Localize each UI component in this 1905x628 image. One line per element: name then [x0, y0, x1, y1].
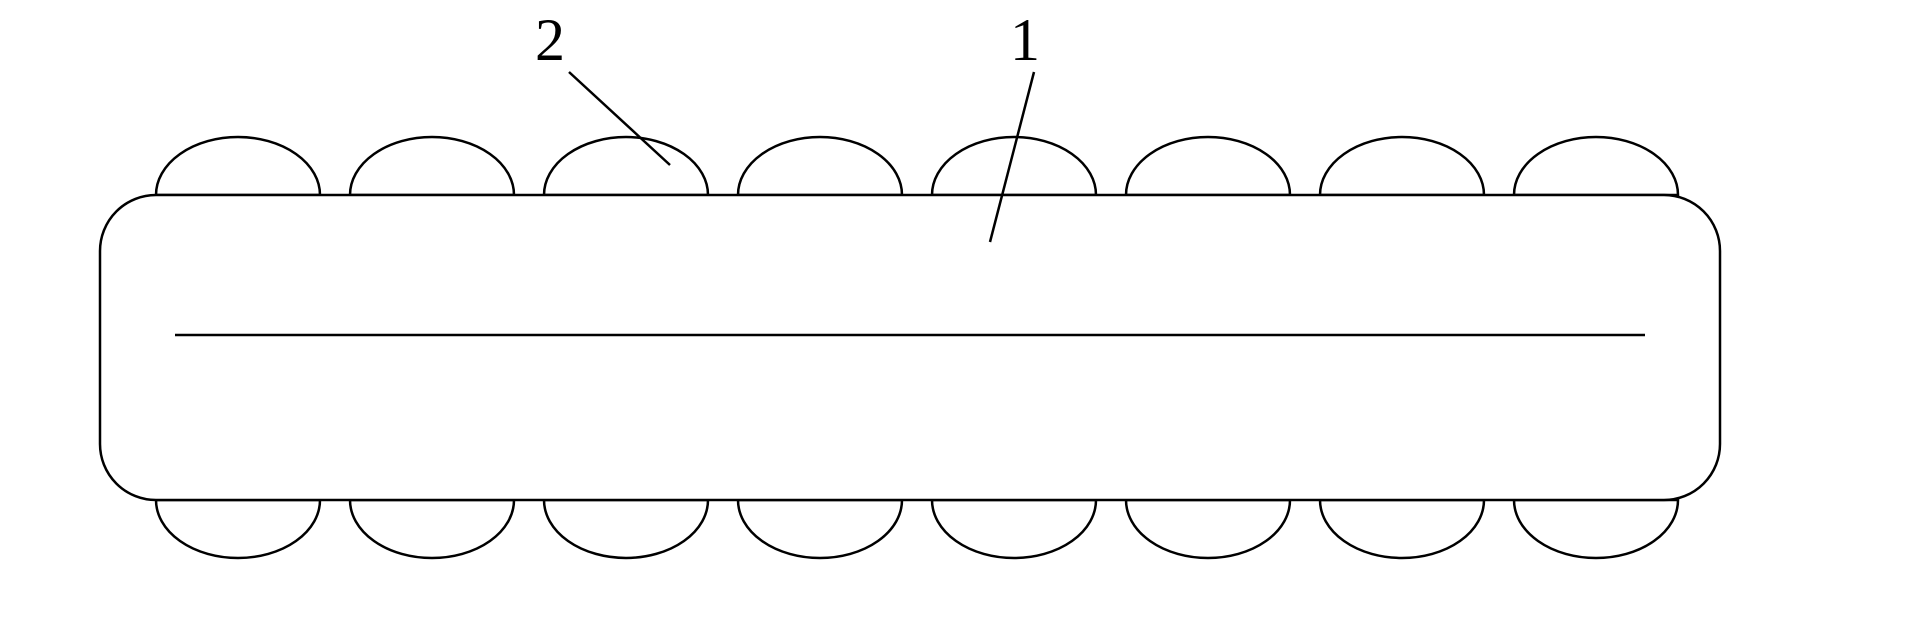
bump-top [1514, 137, 1678, 195]
bump-top [350, 137, 514, 195]
bump-bottom [932, 500, 1096, 558]
bump-bottom [1514, 500, 1678, 558]
technical-diagram: 21 [0, 0, 1905, 628]
bump-bottom [1320, 500, 1484, 558]
bump-bottom [544, 500, 708, 558]
bump-bottom [1126, 500, 1290, 558]
bump-bottom [156, 500, 320, 558]
bump-top [738, 137, 902, 195]
main-body [100, 195, 1720, 500]
callout-label-1: 1 [1010, 7, 1040, 73]
bump-top [156, 137, 320, 195]
bump-top [1320, 137, 1484, 195]
callout-label-2: 2 [535, 7, 565, 73]
body-layer [100, 195, 1720, 500]
bump-top [544, 137, 708, 195]
bump-bottom [350, 500, 514, 558]
bump-bottom [738, 500, 902, 558]
bump-top [1126, 137, 1290, 195]
